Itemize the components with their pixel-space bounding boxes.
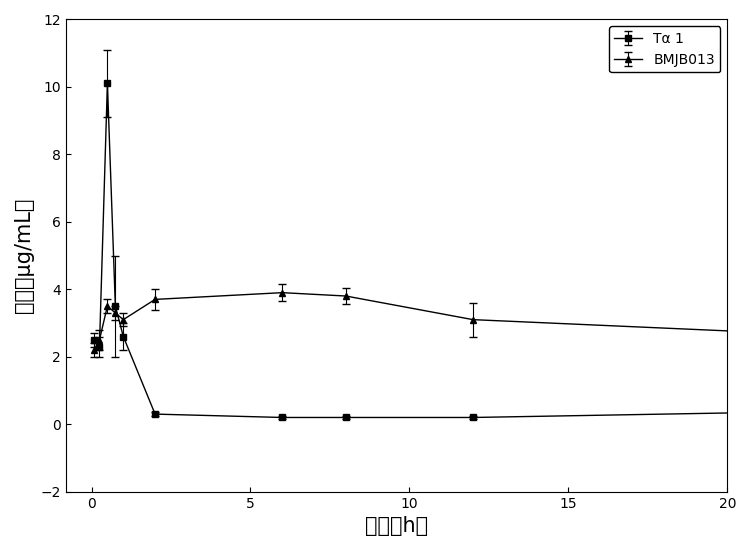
X-axis label: 时间（h）: 时间（h） xyxy=(365,516,428,536)
Y-axis label: 浓度（μg/mL）: 浓度（μg/mL） xyxy=(14,198,34,314)
Legend: Tα 1, BMJB013: Tα 1, BMJB013 xyxy=(609,26,721,73)
